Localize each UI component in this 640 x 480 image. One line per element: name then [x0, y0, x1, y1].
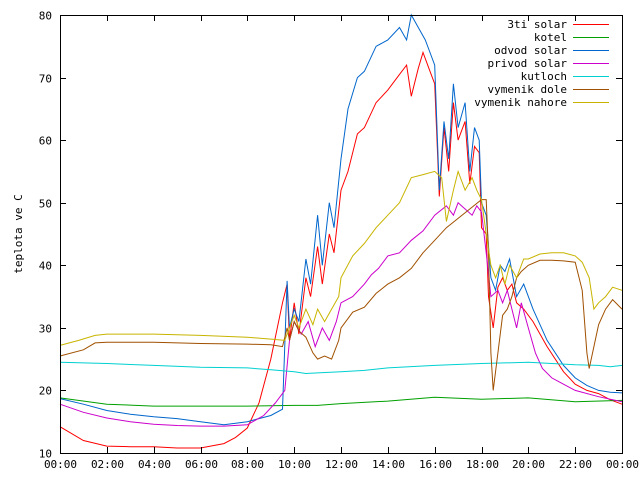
- series-line-vymenik-dole: [59, 199, 623, 391]
- x-tick-label: 04:00: [138, 458, 171, 471]
- x-tick-label: 18:00: [466, 458, 499, 471]
- series-line-3ti-solar: [59, 50, 623, 449]
- legend-label: 3ti solar: [507, 18, 567, 31]
- y-axis-label: teplota ve C: [12, 194, 25, 273]
- legend-label: odvod solar: [494, 44, 567, 57]
- legend-label: kutloch: [521, 70, 567, 83]
- x-tick-label: 10:00: [278, 458, 311, 471]
- legend-label: privod solar: [488, 57, 568, 70]
- x-tick-label: 16:00: [419, 458, 452, 471]
- x-tick-label: 06:00: [185, 458, 218, 471]
- y-tick-label: 60: [39, 135, 52, 148]
- x-tick-label: 12:00: [325, 458, 358, 471]
- y-tick-label: 10: [39, 448, 52, 461]
- y-tick-label: 70: [39, 73, 52, 86]
- x-tick-label: 00:00: [44, 458, 77, 471]
- y-tick-label: 50: [39, 198, 52, 211]
- y-tick-label: 30: [39, 323, 52, 336]
- series-line-kutloch: [59, 361, 623, 375]
- legend-label: kotel: [534, 31, 567, 44]
- x-tick-label: 08:00: [231, 458, 264, 471]
- legend-label: vymenik dole: [488, 83, 567, 96]
- x-tick-label: 14:00: [372, 458, 405, 471]
- x-tick-label: 02:00: [91, 458, 124, 471]
- x-tick-label: 20:00: [512, 458, 545, 471]
- series-line-kotel: [59, 396, 623, 407]
- x-tick-label: 22:00: [559, 458, 592, 471]
- y-tick-label: 20: [39, 385, 52, 398]
- series-line-vymenik-nahore: [59, 169, 623, 346]
- y-tick-label: 40: [39, 260, 52, 273]
- series-line-privod-solar: [59, 201, 623, 427]
- x-tick-label: 00:00: [606, 458, 639, 471]
- ticks-layer: 00:00 02:00 04:00 06:00 08:00 10:00 12:00 14:00…: [39, 10, 639, 472]
- y-tick-label: 80: [39, 10, 52, 23]
- legend-label: vymenik nahore: [474, 96, 567, 109]
